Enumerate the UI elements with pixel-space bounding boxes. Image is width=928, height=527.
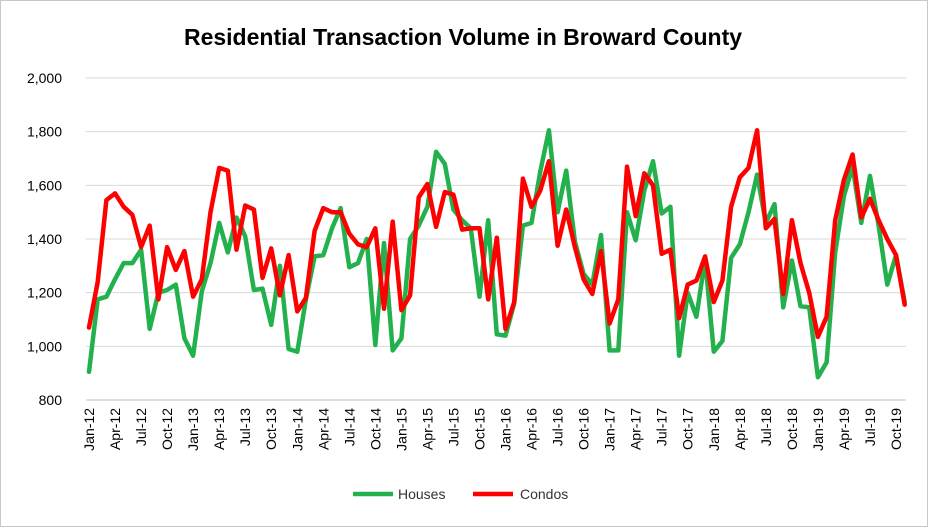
x-tick-label: Oct-19 <box>888 408 904 450</box>
x-tick-label: Apr-19 <box>836 408 852 450</box>
x-tick-label: Jan-17 <box>602 408 618 451</box>
x-tick-label: Jan-15 <box>393 408 409 451</box>
x-tick-label: Jul-12 <box>133 408 149 446</box>
x-tick-label: Apr-15 <box>419 408 435 450</box>
legend: Houses Condos <box>353 486 568 502</box>
legend-label-condos: Condos <box>520 486 568 502</box>
y-tick-label: 1,400 <box>27 231 62 247</box>
series-lines <box>86 128 907 380</box>
x-tick-label: Jul-15 <box>445 408 461 446</box>
x-tick-label: Oct-16 <box>576 408 592 450</box>
y-tick-label: 1,200 <box>27 285 62 301</box>
x-tick-label: Oct-18 <box>784 408 800 450</box>
x-tick-label: Oct-14 <box>367 408 383 450</box>
x-tick-label: Apr-17 <box>628 408 644 450</box>
x-tick-label: Apr-18 <box>732 408 748 450</box>
x-tick-label: Jul-14 <box>341 408 357 446</box>
chart-title: Residential Transaction Volume in Browar… <box>184 24 742 50</box>
x-tick-label: Jan-18 <box>706 408 722 451</box>
gridlines <box>86 77 906 401</box>
x-tick-label: Oct-15 <box>471 408 487 450</box>
x-tick-label: Jul-13 <box>237 408 253 446</box>
y-tick-label: 1,000 <box>27 338 62 354</box>
x-tick-label: Jan-16 <box>498 408 514 451</box>
x-tick-label: Apr-13 <box>211 408 227 450</box>
y-tick-label: 1,800 <box>27 124 62 140</box>
x-tick-label: Jan-13 <box>185 408 201 451</box>
x-tick-label: Jan-12 <box>81 408 97 451</box>
x-tick-label: Jan-19 <box>810 408 826 451</box>
x-tick-label: Jul-18 <box>758 408 774 446</box>
x-tick-label: Apr-12 <box>107 408 123 450</box>
x-tick-label: Oct-13 <box>263 408 279 450</box>
x-tick-label: Jan-14 <box>289 408 305 451</box>
x-tick-label: Oct-17 <box>680 408 696 450</box>
legend-label-houses: Houses <box>398 486 445 502</box>
x-tick-label: Jul-19 <box>862 408 878 446</box>
series-line-houses <box>86 128 907 380</box>
series-line-condos <box>86 128 907 340</box>
y-tick-label: 1,600 <box>27 177 62 193</box>
x-tick-label: Jul-16 <box>550 408 566 446</box>
x-tick-label: Apr-14 <box>315 408 331 450</box>
x-axis-ticks: Jan-12 Apr-12 Jul-12 Oct-12 Jan-13 Apr-13 Jul-… <box>81 408 904 451</box>
x-tick-label: Jul-17 <box>654 408 670 446</box>
x-tick-label: Oct-12 <box>159 408 175 450</box>
x-tick-label: Apr-16 <box>524 408 540 450</box>
y-tick-label: 2,000 <box>27 70 62 86</box>
y-tick-label: 800 <box>39 392 63 408</box>
y-axis-ticks: 800 1,000 1,200 1,400 1,600 1,800 2,000 <box>27 70 62 408</box>
